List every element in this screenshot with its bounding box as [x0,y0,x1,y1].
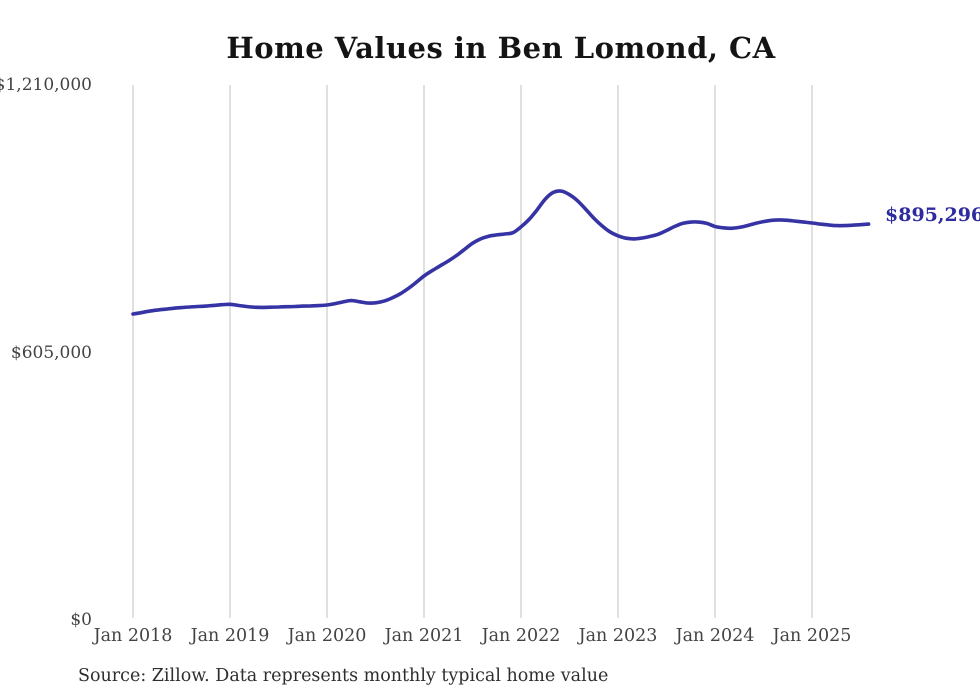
year-gridlines [132,85,813,618]
x-tick-label: Jan 2022 [481,626,561,646]
x-tick-label: Jan 2025 [772,626,852,646]
x-tick-label: Jan 2023 [578,626,658,646]
y-tick-label: $605,000 [10,343,92,363]
y-tick-label: $1,210,000 [0,75,92,95]
x-tick-label: Jan 2019 [190,626,270,646]
x-tick-label: Jan 2021 [384,626,464,646]
chart-title: Home Values in Ben Lomond, CA [226,31,776,65]
x-tick-label: Jan 2018 [93,626,173,646]
home-value-line [131,189,871,316]
latest-value-label: $895,296 [885,204,980,226]
y-tick-label: $0 [70,610,92,630]
source-note: Source: Zillow. Data represents monthly … [78,666,609,686]
x-tick-label: Jan 2024 [675,626,755,646]
x-tick-label: Jan 2020 [287,626,367,646]
